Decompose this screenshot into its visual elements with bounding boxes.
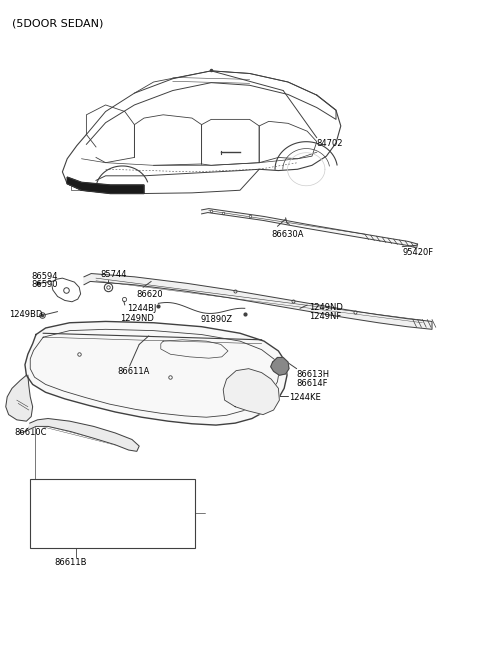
Text: 86611B: 86611B — [55, 558, 87, 567]
Text: 86590: 86590 — [31, 280, 58, 289]
Text: 86613H: 86613H — [297, 370, 330, 379]
Polygon shape — [25, 321, 287, 425]
Text: 86620: 86620 — [137, 290, 163, 299]
Text: 1249NF: 1249NF — [309, 312, 341, 321]
Text: 92406F: 92406F — [36, 510, 67, 519]
Text: 1249ND: 1249ND — [120, 314, 154, 323]
Polygon shape — [84, 274, 432, 329]
Polygon shape — [202, 209, 418, 248]
Text: 86594: 86594 — [31, 272, 58, 281]
Text: (5DOOR SEDAN): (5DOOR SEDAN) — [12, 18, 103, 28]
Text: 1249ND: 1249ND — [309, 303, 343, 312]
Text: 85744: 85744 — [101, 270, 127, 279]
Text: 86611A: 86611A — [118, 367, 150, 377]
Text: 12492: 12492 — [108, 492, 134, 501]
Polygon shape — [223, 369, 279, 415]
FancyBboxPatch shape — [30, 479, 195, 548]
Text: 84702: 84702 — [317, 139, 343, 148]
Text: 1244KE: 1244KE — [289, 393, 321, 402]
Text: 86614F: 86614F — [297, 379, 328, 388]
Text: 86610C: 86610C — [14, 428, 47, 438]
Polygon shape — [6, 375, 33, 421]
Polygon shape — [271, 358, 289, 375]
Text: 92405F: 92405F — [36, 492, 67, 501]
Polygon shape — [29, 419, 139, 451]
Polygon shape — [67, 177, 144, 194]
Text: 86630A: 86630A — [271, 230, 304, 239]
Text: 95420F: 95420F — [402, 248, 433, 257]
Text: 1244BJ: 1244BJ — [127, 304, 156, 314]
FancyBboxPatch shape — [71, 184, 105, 190]
Text: 1249BD: 1249BD — [9, 310, 42, 319]
Text: 91890Z: 91890Z — [201, 315, 233, 324]
